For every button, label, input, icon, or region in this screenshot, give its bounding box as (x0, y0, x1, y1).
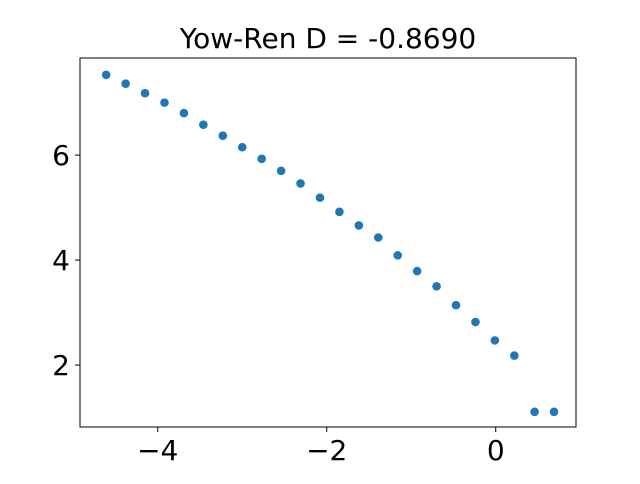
data-point (335, 207, 344, 217)
data-point (276, 166, 286, 176)
data-point (296, 179, 305, 188)
y-tick-label: 4 (52, 244, 70, 277)
y-tick-label: 6 (52, 139, 70, 172)
plot-area-frame (79, 57, 577, 428)
data-point (373, 233, 383, 242)
data-point (315, 193, 325, 202)
data-point (199, 120, 208, 129)
data-point (179, 108, 189, 118)
y-axis: 2 4 6 (52, 139, 80, 382)
x-tick-label: 0 (487, 434, 505, 467)
y-tick-label: 2 (52, 349, 70, 382)
data-point (510, 351, 519, 360)
data-point (218, 131, 228, 140)
data-point (412, 266, 422, 276)
data-points (101, 70, 559, 417)
data-point (237, 142, 247, 152)
data-point (530, 407, 539, 417)
chart-title: Yow-Ren D = -0.8690 (179, 22, 477, 55)
data-point (354, 221, 364, 230)
data-point (257, 154, 266, 164)
x-tick-label: −4 (137, 434, 178, 467)
data-point (101, 70, 111, 80)
data-point (432, 282, 441, 291)
data-point (471, 317, 480, 327)
data-point (160, 98, 169, 107)
data-point (121, 79, 130, 89)
x-axis: −4 −2 0 (137, 427, 505, 467)
data-point (140, 88, 150, 98)
data-point (490, 336, 500, 345)
data-point (393, 251, 403, 260)
x-tick-label: −2 (306, 434, 347, 467)
data-point (549, 407, 559, 417)
data-point (451, 300, 461, 310)
